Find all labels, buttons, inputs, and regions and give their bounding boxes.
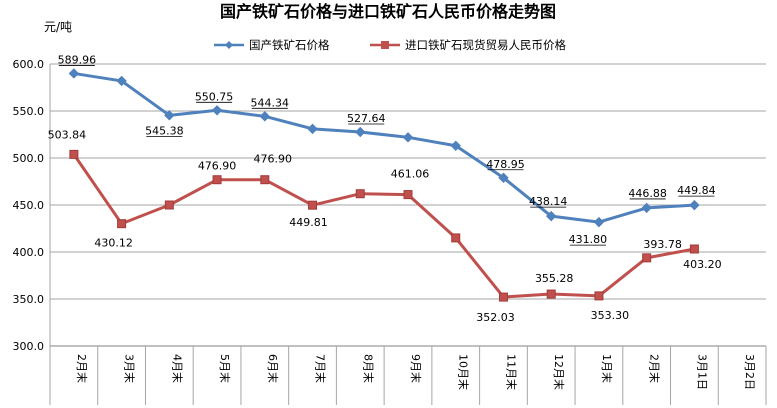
data-label: 449.84: [677, 184, 716, 197]
x-tick-label: 2月末: [75, 354, 89, 383]
data-label: 446.88: [628, 187, 667, 200]
data-point: [117, 219, 127, 229]
data-point: [546, 289, 556, 299]
x-tick-label: 8月末: [361, 354, 375, 383]
x-tick-label: 3月末: [123, 354, 137, 383]
data-labels: 589.96 545.38 550.75 544.34 527.64 478.95 438.…: [48, 53, 722, 324]
data-point: [451, 233, 461, 243]
data-point: [164, 200, 174, 210]
data-label: 431.80: [569, 233, 608, 246]
y-axis-unit-label: 元/吨: [44, 20, 72, 34]
data-point: [450, 140, 461, 151]
data-label: 503.84: [48, 128, 87, 141]
series-line: [73, 71, 695, 224]
chart-title: 国产铁矿石价格与进口铁矿石人民币价格走势图: [220, 2, 556, 21]
x-axis: 2月末 3月末 4月末 5月末 6月末 7月末 8月末 9月末 10月末 11月末 12月末 1月末 2…: [49, 64, 767, 405]
data-point: [308, 200, 318, 210]
data-label: 544.34: [251, 96, 290, 109]
x-tick-label: 3月2日: [743, 354, 756, 390]
data-label: 461.06: [391, 168, 430, 181]
data-point: [211, 105, 223, 116]
data-point: [642, 253, 652, 263]
y-tick-label: 450.0: [13, 199, 45, 212]
y-tick-label: 300.0: [13, 340, 45, 353]
data-point: [545, 210, 557, 222]
legend-label: 国产铁矿石价格: [249, 38, 330, 52]
x-tick-label: 7月末: [314, 354, 328, 383]
data-label: 478.95: [486, 158, 525, 171]
x-tick-label: 3月1日: [695, 354, 708, 390]
data-point: [116, 75, 127, 87]
series-layer: [68, 68, 700, 302]
data-point: [355, 189, 365, 199]
x-tick-label: 1月末: [600, 354, 614, 383]
data-point: [594, 291, 604, 301]
data-label: 403.20: [683, 258, 722, 271]
data-point: [641, 202, 652, 214]
data-label: 545.38: [145, 124, 184, 137]
data-label: 449.81: [289, 216, 328, 229]
data-label: 476.90: [254, 153, 293, 166]
legend: 国产铁矿石价格 进口铁矿石现货贸易人民币价格: [214, 38, 566, 52]
data-point: [403, 190, 413, 200]
x-tick-label: 9月末: [409, 354, 423, 383]
x-tick-label: 11月末: [504, 354, 518, 390]
series-line: [72, 153, 695, 299]
data-point: [164, 110, 175, 121]
data-point: [498, 172, 509, 183]
x-tick-label: 12月末: [552, 354, 566, 390]
data-point: [355, 126, 366, 138]
data-label: 589.96: [58, 53, 97, 66]
data-point: [593, 216, 605, 228]
y-tick-label: 500.0: [13, 152, 45, 165]
x-tick-label: 4月末: [170, 354, 184, 383]
x-tick-label: 5月末: [218, 354, 232, 383]
data-label: 550.75: [195, 90, 234, 103]
data-point: [69, 149, 79, 159]
legend-label: 进口铁矿石现货贸易人民币价格: [405, 38, 566, 52]
data-label: 476.90: [198, 160, 237, 173]
x-tick-label: 10月末: [457, 354, 471, 390]
y-axis-ticks: 300.0 350.0 400.0 450.0 500.0 550.0 600.0: [13, 58, 45, 353]
data-label: 527.64: [347, 112, 386, 125]
data-label: 353.30: [591, 309, 630, 322]
data-point: [259, 111, 271, 122]
data-point: [260, 175, 270, 185]
data-point: [689, 244, 699, 254]
data-label: 438.14: [529, 195, 568, 208]
data-point: [68, 68, 80, 79]
data-point: [498, 292, 508, 302]
data-label: 352.03: [476, 311, 515, 324]
y-tick-label: 600.0: [13, 58, 45, 71]
data-point: [402, 132, 414, 143]
y-tick-label: 550.0: [13, 105, 45, 118]
legend-marker: [225, 41, 233, 49]
data-label: 430.12: [94, 237, 133, 250]
data-point: [689, 199, 700, 211]
x-tick-label: 6月末: [266, 354, 280, 383]
legend-marker: [381, 41, 389, 49]
y-tick-label: 400.0: [13, 246, 45, 259]
data-label: 355.28: [535, 272, 574, 285]
x-tick-label: 2月末: [648, 354, 662, 383]
data-point: [212, 175, 222, 185]
data-point: [307, 123, 318, 135]
data-label: 393.78: [643, 238, 682, 251]
y-tick-label: 350.0: [13, 293, 45, 306]
